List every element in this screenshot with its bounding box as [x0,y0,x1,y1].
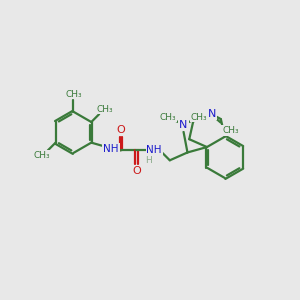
Text: CH₃: CH₃ [97,105,113,114]
Text: O: O [132,166,141,176]
Text: N: N [208,109,216,119]
Text: O: O [116,125,125,135]
Text: H: H [145,156,152,165]
Text: NH: NH [146,146,162,155]
Text: CH₃: CH₃ [65,90,82,99]
Text: CH₃: CH₃ [160,112,176,122]
Text: CH₃: CH₃ [34,151,50,160]
Text: CH₃: CH₃ [222,126,239,135]
Text: NH: NH [103,143,119,154]
Text: N: N [179,120,188,130]
Text: CH₃: CH₃ [191,112,208,122]
